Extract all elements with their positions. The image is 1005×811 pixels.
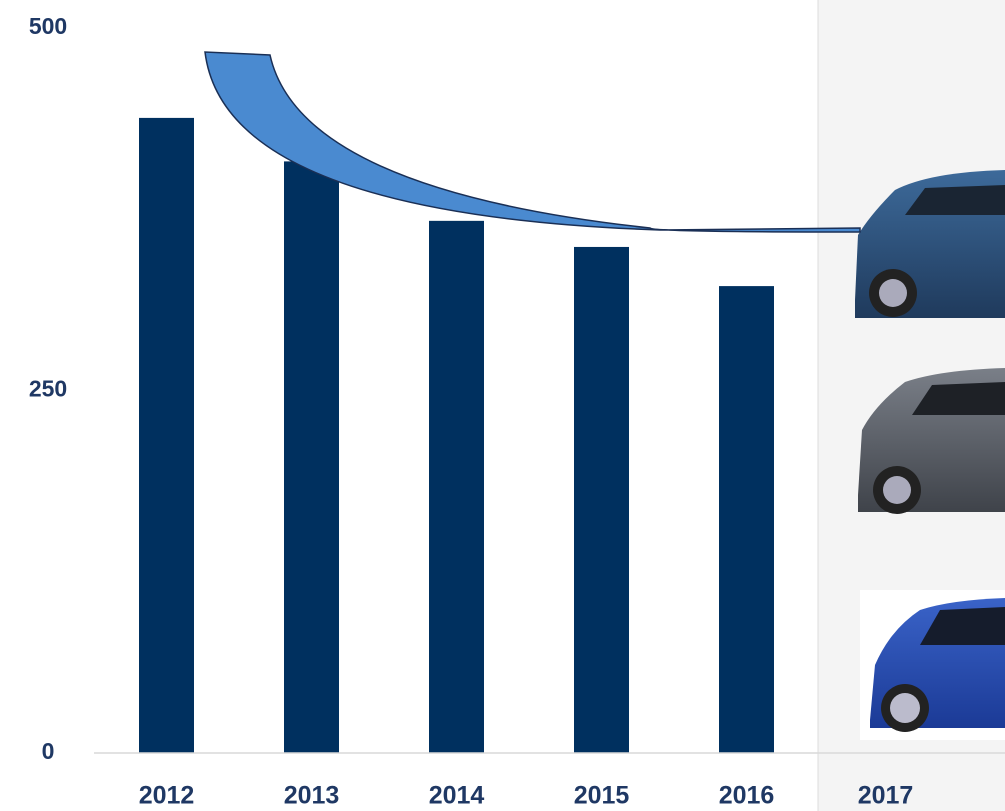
y-tick-label: 250 [29,376,67,402]
y-tick-label: 0 [42,738,55,764]
car-suv-gray [858,368,1005,514]
x-tick-label: 2017 [858,782,914,810]
y-tick-label: 500 [29,13,67,39]
trend-arrow [204,51,861,233]
x-tick-label: 2012 [139,782,195,810]
x-tick-label: 2014 [429,782,485,810]
bar [284,161,339,753]
x-tick-label: 2015 [574,782,630,810]
bar [139,117,194,753]
bar [719,286,774,753]
car-hatch-blue [860,590,1005,740]
x-tick-label: 2016 [719,782,775,810]
car-suv-blue [855,170,1005,318]
bar [429,220,484,754]
x-tick-label: 2013 [284,782,340,810]
bar [574,246,629,753]
